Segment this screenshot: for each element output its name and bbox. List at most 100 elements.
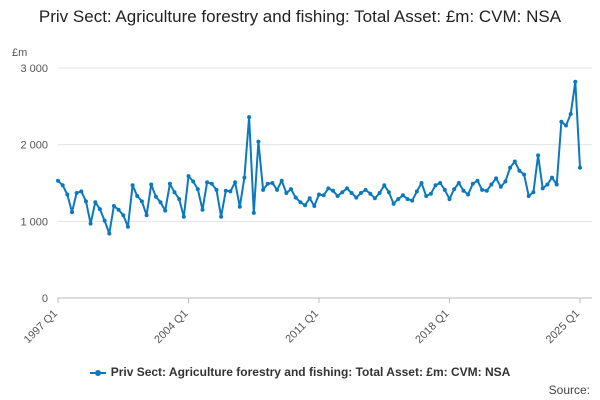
data-point <box>568 112 573 116</box>
data-point <box>438 181 443 185</box>
data-point <box>503 179 508 184</box>
data-point <box>447 197 452 202</box>
data-point <box>237 204 242 209</box>
data-point <box>470 181 475 186</box>
data-point <box>74 191 79 195</box>
data-point <box>508 165 513 170</box>
data-point <box>125 224 130 229</box>
data-point <box>116 207 121 212</box>
y-tick-label: 2 000 <box>20 140 48 152</box>
data-point <box>88 221 93 226</box>
data-point <box>172 190 177 195</box>
gridlines <box>58 67 592 299</box>
data-point <box>158 200 163 205</box>
data-point <box>442 187 447 192</box>
data-point <box>317 192 321 197</box>
data-point <box>550 175 554 180</box>
data-point <box>167 181 172 186</box>
data-point <box>191 179 196 184</box>
data-point <box>265 181 270 186</box>
data-point <box>345 186 349 191</box>
data-point <box>251 210 256 215</box>
data-point <box>536 153 541 158</box>
data-point <box>270 181 275 185</box>
data-point <box>111 204 116 208</box>
data-point <box>65 192 70 197</box>
data-point <box>242 175 247 180</box>
y-tick-label: 0 <box>42 293 48 305</box>
data-point <box>293 195 298 200</box>
data-point <box>130 183 135 188</box>
data-point <box>531 190 536 195</box>
data-point <box>340 190 345 195</box>
data-point <box>522 172 527 177</box>
data-point <box>386 190 391 195</box>
data-point <box>97 207 102 212</box>
legend[interactable]: Priv Sect: Agriculture forestry and fish… <box>0 365 600 379</box>
data-point <box>326 186 331 191</box>
data-point <box>223 188 228 193</box>
x-tick-label: 2011 Q1 <box>283 308 321 346</box>
data-point <box>498 184 503 189</box>
data-point <box>461 188 466 193</box>
source-label: Source: <box>548 383 590 397</box>
data-point <box>484 188 489 193</box>
x-tick-label: 2018 Q1 <box>413 308 451 346</box>
data-point <box>79 189 84 194</box>
legend-label: Priv Sect: Agriculture forestry and fish… <box>110 365 511 379</box>
data-point <box>554 182 559 187</box>
data-point <box>186 174 191 179</box>
legend-swatch <box>89 369 106 376</box>
data-point <box>573 79 578 84</box>
series-layer <box>56 79 582 236</box>
data-point <box>303 203 307 208</box>
data-point <box>466 192 471 197</box>
data-point <box>400 193 405 198</box>
data-point <box>540 186 545 191</box>
data-point <box>163 208 168 213</box>
series-line <box>57 80 581 235</box>
data-point <box>153 194 158 199</box>
data-point <box>452 187 457 192</box>
data-point <box>564 123 568 128</box>
data-point <box>377 191 382 195</box>
data-point <box>363 187 368 192</box>
data-point <box>358 191 363 195</box>
data-point <box>56 178 60 183</box>
data-point <box>368 191 373 196</box>
data-point <box>410 198 415 203</box>
data-point <box>578 165 582 170</box>
data-point <box>428 191 433 196</box>
data-point <box>335 194 340 198</box>
data-point <box>354 195 359 200</box>
data-point <box>480 187 485 192</box>
data-point <box>144 213 149 218</box>
data-point <box>60 183 65 188</box>
data-point <box>84 199 88 204</box>
data-point <box>512 159 517 164</box>
data-point <box>275 187 280 192</box>
data-point <box>475 178 480 183</box>
data-point <box>391 201 396 206</box>
data-point <box>349 191 354 195</box>
data-point <box>102 218 107 223</box>
data-point <box>545 182 550 187</box>
data-point <box>372 196 377 201</box>
data-point <box>382 183 387 188</box>
data-point <box>559 119 564 124</box>
data-point <box>489 182 494 187</box>
data-point <box>289 187 293 192</box>
data-point <box>209 181 214 186</box>
data-point <box>70 210 74 215</box>
data-point <box>200 207 205 212</box>
data-point <box>195 187 200 192</box>
data-point <box>256 139 261 144</box>
data-point <box>139 199 144 204</box>
data-point <box>307 196 312 201</box>
y-tick-label: 1 000 <box>20 216 48 228</box>
data-point <box>517 168 522 173</box>
data-point <box>396 197 401 202</box>
data-point <box>219 214 224 219</box>
y-tick-label: 3 000 <box>20 63 48 75</box>
data-point <box>205 180 210 185</box>
